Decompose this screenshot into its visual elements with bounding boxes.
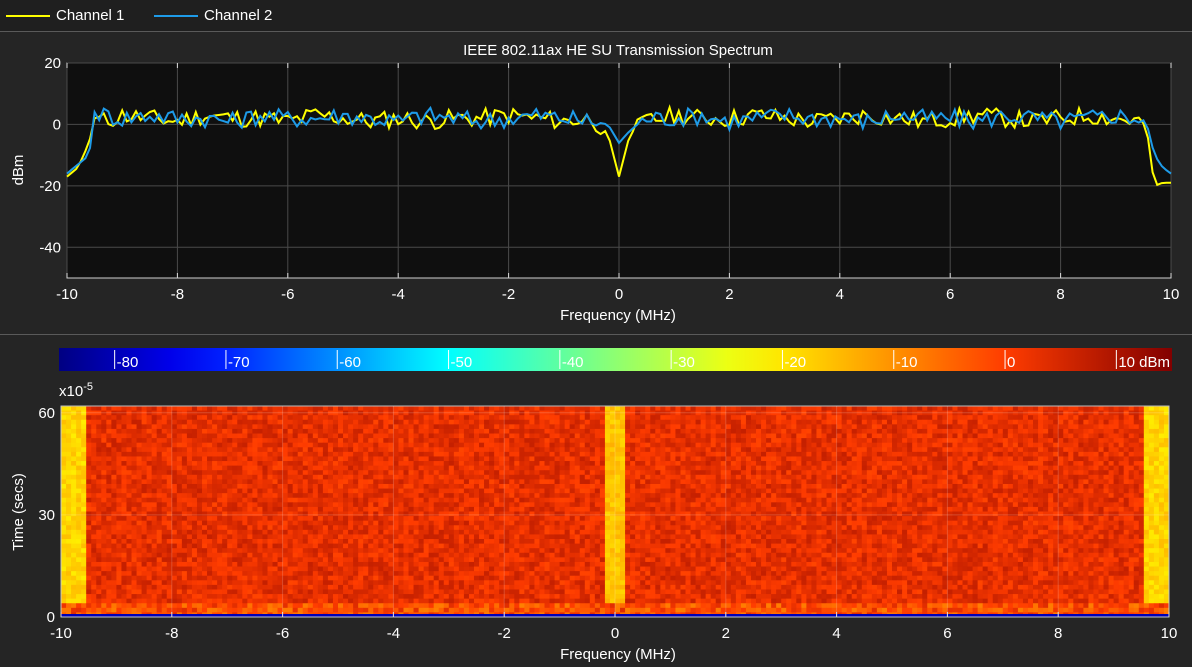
colorbar-unit-label: dBm <box>1139 354 1170 371</box>
colorbar-tick-label: -50 <box>451 354 473 371</box>
spectrum-x-label: Frequency (MHz) <box>560 307 676 324</box>
spectrum-x-tick-label: 8 <box>1056 286 1064 303</box>
colorbar-gradient <box>59 348 1172 371</box>
colorbar-tick-label: 10 <box>1118 354 1135 371</box>
spectrogram-x-tick-label: -2 <box>498 625 511 642</box>
spectrum-x-tick-label: -2 <box>502 286 515 303</box>
panel-divider <box>0 334 1192 335</box>
heatmap-frame <box>60 405 1170 618</box>
spectrum-x-tick-label: 2 <box>725 286 733 303</box>
spectrogram-x-tick-label: 10 <box>1161 625 1178 642</box>
colorbar-tick-label: -10 <box>896 354 918 371</box>
time-exponent-label: x10-5 <box>59 381 93 400</box>
colorbar-tick-label: -70 <box>228 354 250 371</box>
heatmap-noise-floor-row <box>61 614 1169 617</box>
spectrogram-x-tick-label: 0 <box>611 625 619 642</box>
spectrogram-y-tick-label: 60 <box>38 405 55 422</box>
colorbar: -80 -70 -60 -50 -40 -30 -20 -10 0 10 dBm <box>59 348 1172 371</box>
spectrogram-x-tick-label: -8 <box>165 625 178 642</box>
spectrum-plot[interactable]: IEEE 802.11ax HE SU Transmission Spectru… <box>0 0 1192 334</box>
spectrum-y-tick-label: -20 <box>39 178 61 195</box>
spectrum-x-tick-label: -8 <box>171 286 184 303</box>
colorbar-tick-label: -30 <box>673 354 695 371</box>
colorbar-tick-label: -60 <box>339 354 361 371</box>
spectrum-y-label: dBm <box>10 155 27 186</box>
spectrogram-x-tick-label: 2 <box>722 625 730 642</box>
spectrum-title: IEEE 802.11ax HE SU Transmission Spectru… <box>463 42 773 59</box>
colorbar-tick-label: -40 <box>562 354 584 371</box>
spectrum-y-tick-label: -40 <box>39 239 61 256</box>
spectrogram-y-label: Time (secs) <box>10 473 27 551</box>
spectrum-x-tick-label: -10 <box>56 286 78 303</box>
spectrum-y-tick-label: 0 <box>53 116 61 133</box>
spectrogram-y-tick-label: 0 <box>47 609 55 626</box>
spectrogram-x-tick-label: 6 <box>943 625 951 642</box>
colorbar-tick-label: 0 <box>1007 354 1015 371</box>
spectrum-x-tick-label: 0 <box>615 286 623 303</box>
spectrogram-x-tick-label: -10 <box>50 625 72 642</box>
colorbar-tick-label: -20 <box>784 354 806 371</box>
spectrum-x-tick-label: 4 <box>836 286 844 303</box>
spectrogram-ticks: -10 -8 -6 -4 -2 0 2 4 6 8 10 0 30 60 <box>38 405 1177 642</box>
spectrogram-x-tick-label: -6 <box>276 625 289 642</box>
spectrogram-x-tick-label: 4 <box>832 625 840 642</box>
spectrogram-x-tick-label: 8 <box>1054 625 1062 642</box>
spectrogram-y-tick-label: 30 <box>38 507 55 524</box>
spectrogram-grid <box>60 406 1170 618</box>
spectrogram-x-tick-label: -4 <box>387 625 400 642</box>
colorbar-tick-label: -80 <box>117 354 139 371</box>
spectrum-y-tick-label: 20 <box>44 55 61 72</box>
spectrum-x-tick-label: 6 <box>946 286 954 303</box>
spectrum-x-tick-label: -6 <box>281 286 294 303</box>
spectrum-x-tick-label: -4 <box>392 286 405 303</box>
spectrogram-heatmap <box>60 405 1170 618</box>
spectrum-x-tick-label: 10 <box>1163 286 1180 303</box>
spectrogram-x-label: Frequency (MHz) <box>560 646 676 663</box>
